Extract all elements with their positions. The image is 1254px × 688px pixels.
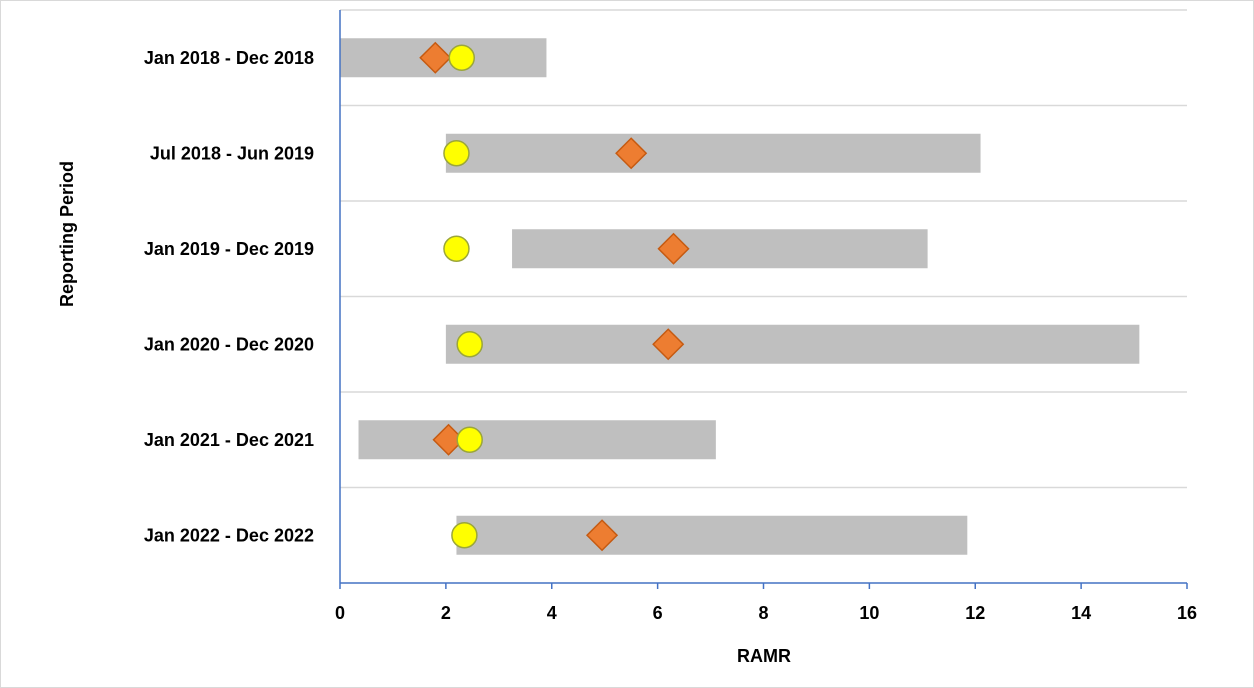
x-tick-label: 8 xyxy=(758,603,768,623)
x-tick-label: 4 xyxy=(547,603,557,623)
diamond-marker xyxy=(615,137,648,170)
range-bar xyxy=(445,324,1140,364)
range-bar xyxy=(456,515,968,555)
x-tick-label: 0 xyxy=(335,603,345,623)
range-bar xyxy=(512,229,928,269)
category-label: Jan 2020 - Dec 2020 xyxy=(144,334,314,354)
category-label: Jan 2019 - Dec 2019 xyxy=(144,239,314,259)
x-tick-label: 10 xyxy=(859,603,879,623)
x-tick-label: 2 xyxy=(441,603,451,623)
x-axis-title: RAMR xyxy=(737,646,791,666)
diamond-marker xyxy=(652,328,685,361)
range-bars xyxy=(340,38,1140,555)
range-bar xyxy=(358,420,716,460)
category-label: Jan 2022 - Dec 2022 xyxy=(144,525,314,545)
circle-marker xyxy=(443,140,470,167)
markers xyxy=(419,41,690,552)
circle-marker xyxy=(456,426,483,453)
diamond-marker xyxy=(657,232,690,265)
circle-marker xyxy=(456,331,483,358)
y-axis-title: Reporting Period xyxy=(57,161,77,307)
x-tick-label: 12 xyxy=(965,603,985,623)
x-tick-label: 14 xyxy=(1071,603,1091,623)
circle-marker xyxy=(451,522,478,549)
labels: 0 2 4 6 8 10 12 14 16 Jan 2018 - Dec 2018 Jul 2018… xyxy=(144,48,1197,623)
x-tick-label: 6 xyxy=(653,603,663,623)
circle-marker xyxy=(448,44,476,71)
axes xyxy=(339,10,1188,589)
category-label: Jul 2018 - Jun 2019 xyxy=(150,143,314,163)
category-label: Jan 2021 - Dec 2021 xyxy=(144,430,314,450)
gridlines xyxy=(340,9,1187,489)
x-tick-label: 16 xyxy=(1177,603,1197,623)
range-bar xyxy=(445,133,981,173)
diamond-marker xyxy=(585,519,619,552)
diamond-marker xyxy=(419,41,452,74)
category-label: Jan 2018 - Dec 2018 xyxy=(144,48,314,68)
circle-marker xyxy=(443,235,470,262)
